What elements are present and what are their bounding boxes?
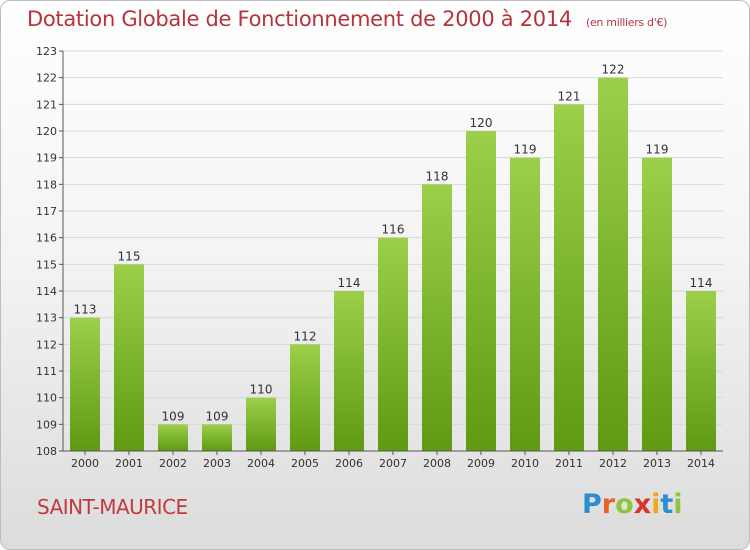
x-tick-label: 2006: [335, 457, 363, 470]
value-label: 119: [646, 143, 669, 157]
y-tick-label: 116: [36, 232, 57, 245]
x-tick-label: 2008: [423, 457, 451, 470]
value-label: 114: [690, 276, 713, 290]
bar-2000: [70, 317, 100, 451]
bar-2006: [334, 291, 364, 451]
value-label: 116: [382, 223, 405, 237]
x-tick-label: 2014: [687, 457, 715, 470]
logo-letter: i: [673, 489, 683, 520]
y-tick-label: 108: [36, 445, 57, 458]
x-tick-label: 2000: [71, 457, 99, 470]
bar-2007: [378, 237, 408, 451]
value-label: 119: [514, 143, 537, 157]
y-tick-label: 118: [36, 178, 57, 191]
bar-2009: [466, 131, 496, 451]
x-tick-label: 2011: [555, 457, 583, 470]
logo-letter: P: [582, 489, 602, 520]
x-tick-label: 2012: [599, 457, 627, 470]
value-label: 121: [558, 89, 581, 103]
bar-2003: [202, 424, 232, 451]
logo-letter: t: [660, 489, 674, 520]
value-label: 113: [74, 303, 97, 317]
x-tick-label: 2002: [159, 457, 187, 470]
value-label: 110: [250, 383, 273, 397]
logo-letter: r: [601, 489, 616, 520]
bar-2014: [686, 291, 716, 451]
bar-2005: [290, 344, 320, 451]
y-tick-label: 117: [36, 205, 57, 218]
bar-2013: [642, 157, 672, 451]
bars: 113 115 109 109 110 112 114 116 118 120 119 121 122 1…: [70, 63, 716, 452]
chart-unit: (en milliers d'€): [585, 16, 668, 29]
x-tick-label: 2004: [247, 457, 275, 470]
x-tick-label: 2003: [203, 457, 231, 470]
y-tick-label: 115: [36, 258, 57, 271]
value-label: 120: [470, 116, 493, 130]
value-label: 114: [338, 276, 361, 290]
value-label: 118: [426, 169, 449, 183]
x-tick-label: 2013: [643, 457, 671, 470]
bar-2004: [246, 397, 276, 451]
y-tick-label: 123: [36, 45, 57, 58]
bar-2002: [158, 424, 188, 451]
y-tick-label: 109: [36, 418, 57, 431]
bar-2001: [114, 264, 144, 451]
x-tick-label: 2001: [115, 457, 143, 470]
y-tick-label: 113: [36, 312, 57, 325]
value-label: 112: [294, 329, 317, 343]
logo-letter: x: [633, 489, 652, 520]
value-label: 109: [162, 409, 185, 423]
value-label: 115: [118, 249, 141, 263]
logo-letter: i: [651, 489, 661, 520]
axes: 1081091101111121131141151161171181191201…: [36, 45, 723, 470]
x-tick-label: 2005: [291, 457, 319, 470]
y-tick-label: 112: [36, 338, 57, 351]
bar-2010: [510, 157, 540, 451]
y-tick-label: 110: [36, 392, 57, 405]
value-label: 122: [602, 63, 625, 77]
y-tick-label: 114: [36, 285, 57, 298]
x-tick-label: 2007: [379, 457, 407, 470]
y-tick-label: 121: [36, 98, 57, 111]
y-tick-label: 122: [36, 72, 57, 85]
chart-title: Dotation Globale de Fonctionnement de 20…: [27, 7, 667, 31]
x-tick-label: 2009: [467, 457, 495, 470]
x-tick-label: 2010: [511, 457, 539, 470]
value-label: 109: [206, 409, 229, 423]
y-tick-label: 119: [36, 152, 57, 165]
bar-2011: [554, 104, 584, 451]
bar-2008: [422, 184, 452, 452]
logo-letter: o: [615, 489, 634, 520]
y-tick-label: 120: [36, 125, 57, 138]
proxiti-logo: Proxiti: [582, 489, 683, 520]
commune-name: SAINT-MAURICE: [37, 495, 188, 519]
chart-title-text: Dotation Globale de Fonctionnement de 20…: [27, 7, 572, 31]
y-tick-label: 111: [36, 365, 57, 378]
bar-2012: [598, 77, 628, 452]
